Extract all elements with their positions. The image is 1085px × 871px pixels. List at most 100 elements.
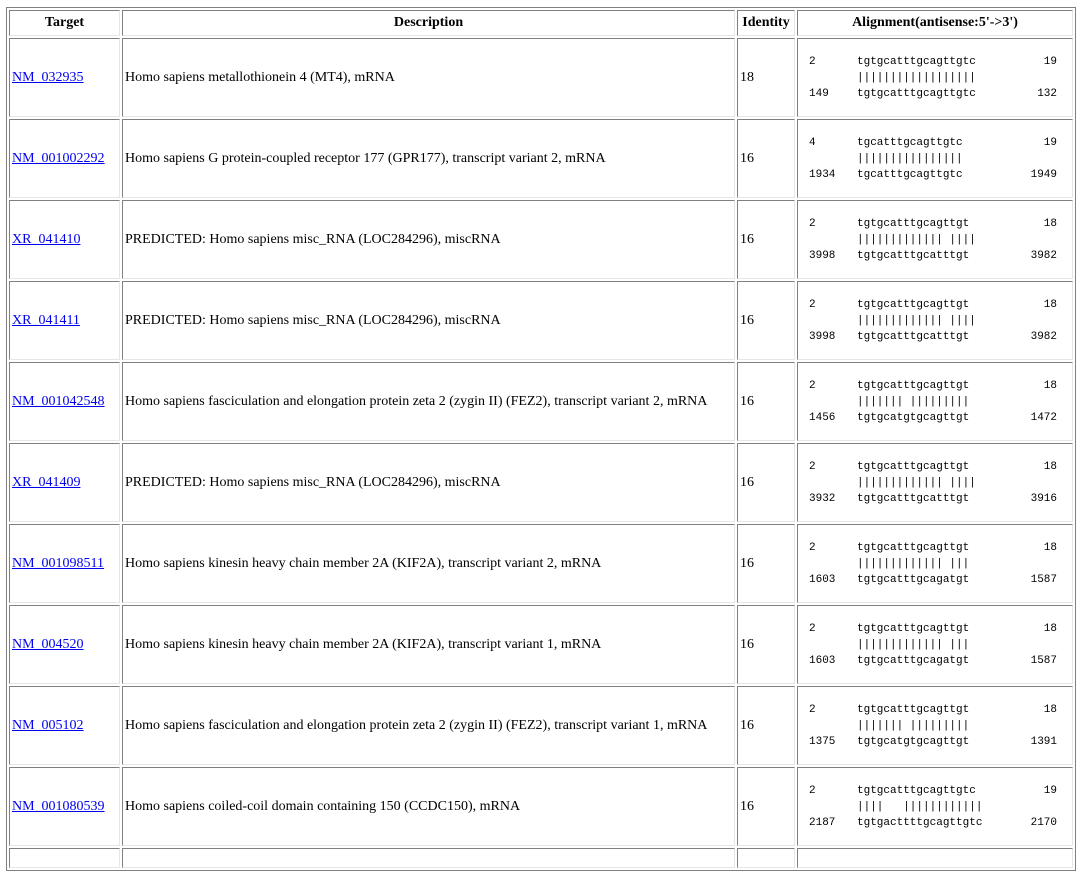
subject-start: 1934 bbox=[809, 168, 836, 181]
target-link[interactable]: NM_001098511 bbox=[12, 555, 105, 571]
subject-end: 3982 bbox=[1030, 330, 1057, 343]
table-row: XR_041410 PREDICTED: Homo sapiens misc_RN… bbox=[9, 200, 1073, 279]
query-end: 18 bbox=[1043, 622, 1057, 635]
match-bars: ||||||||||||| ||| bbox=[857, 638, 970, 651]
subject-sequence: tgtgcatttgcagttgtc bbox=[857, 87, 976, 100]
target-link[interactable]: NM_005102 bbox=[12, 717, 84, 733]
query-sequence: tgtgcatttgcagttgt bbox=[857, 379, 970, 392]
query-line: 4 tgcatttgcagttgtc 19 bbox=[809, 135, 1070, 151]
query-sequence: tgtgcatttgcagttgtc bbox=[857, 784, 976, 797]
subject-sequence: tgtgcatgtgcagttgt bbox=[857, 735, 970, 748]
identity-cell: 16 bbox=[737, 362, 795, 441]
match-line: ||||||| ||||||||| bbox=[809, 394, 1070, 410]
alignment-block: 2 tgtgcatttgcagttgt 18 ||||||||||||| |||| 39… bbox=[800, 459, 1070, 507]
subject-end: 3916 bbox=[1030, 492, 1057, 505]
identity-cell: 16 bbox=[737, 443, 795, 522]
query-line: 2 tgtgcatttgcagttgt 18 bbox=[809, 216, 1070, 232]
query-start: 2 bbox=[809, 217, 816, 230]
table-row: NM_005102 Homo sapiens fasciculation and … bbox=[9, 686, 1073, 765]
query-line: 2 tgtgcatttgcagttgtc 19 bbox=[809, 54, 1070, 70]
subject-line: 149 tgtgcatttgcagttgtc 132 bbox=[809, 86, 1070, 102]
header-alignment: Alignment(antisense:5'->3') bbox=[797, 10, 1073, 36]
subject-sequence: tgtgacttttgcagttgtc bbox=[857, 816, 983, 829]
table-row-partial bbox=[9, 848, 1073, 868]
subject-sequence: tgtgcatttgcagatgt bbox=[857, 654, 970, 667]
match-bars: |||||||||||||||||| bbox=[857, 71, 976, 84]
subject-start: 149 bbox=[809, 87, 829, 100]
table-row: NM_001002292 Homo sapiens G protein-coupl… bbox=[9, 119, 1073, 198]
description-cell: Homo sapiens kinesin heavy chain member … bbox=[122, 605, 735, 684]
match-line: |||| |||||||||||| bbox=[809, 799, 1070, 815]
target-cell: NM_004520 bbox=[9, 605, 120, 684]
subject-sequence: tgtgcatttgcatttgt bbox=[857, 330, 970, 343]
match-line: ||||||||||||| |||| bbox=[809, 313, 1070, 329]
alignment-block: 2 tgtgcatttgcagttgtc 19 |||||||||||||||||| 1… bbox=[800, 54, 1070, 102]
subject-start: 3998 bbox=[809, 330, 836, 343]
target-link[interactable]: NM_001002292 bbox=[12, 150, 105, 166]
target-link[interactable]: NM_004520 bbox=[12, 636, 84, 652]
target-cell: NM_005102 bbox=[9, 686, 120, 765]
results-table: Target Description Identity Alignment(an… bbox=[6, 7, 1076, 871]
subject-end: 1472 bbox=[1030, 411, 1057, 424]
alignment-cell: 2 tgtgcatttgcagttgt 18 ||||||| ||||||||| 145… bbox=[797, 362, 1073, 441]
description-cell: PREDICTED: Homo sapiens misc_RNA (LOC284… bbox=[122, 281, 735, 360]
query-end: 19 bbox=[1043, 55, 1057, 68]
target-cell: NM_001098511 bbox=[9, 524, 120, 603]
match-line: ||||||||||||| |||| bbox=[809, 475, 1070, 491]
query-sequence: tgtgcatttgcagttgtc bbox=[857, 55, 976, 68]
target-cell: XR_041410 bbox=[9, 200, 120, 279]
identity-cell: 16 bbox=[737, 686, 795, 765]
empty-cell bbox=[737, 848, 795, 868]
target-link[interactable]: NM_032935 bbox=[12, 69, 84, 85]
match-line: ||||||||||||| ||| bbox=[809, 637, 1070, 653]
subject-sequence: tgcatttgcagttgtc bbox=[857, 168, 963, 181]
identity-cell: 18 bbox=[737, 38, 795, 117]
subject-line: 2187 tgtgacttttgcagttgtc 2170 bbox=[809, 815, 1070, 831]
query-sequence: tgtgcatttgcagttgt bbox=[857, 460, 970, 473]
description-cell: Homo sapiens G protein-coupled receptor … bbox=[122, 119, 735, 198]
subject-end: 3982 bbox=[1030, 249, 1057, 262]
alignment-cell: 2 tgtgcatttgcagttgt 18 ||||||||||||| |||| 39… bbox=[797, 281, 1073, 360]
subject-line: 1603 tgtgcatttgcagatgt 1587 bbox=[809, 572, 1070, 588]
query-end: 18 bbox=[1043, 217, 1057, 230]
table-row: NM_001042548 Homo sapiens fasciculation a… bbox=[9, 362, 1073, 441]
empty-cell bbox=[797, 848, 1073, 868]
table-row: NM_032935 Homo sapiens metallothionein 4 … bbox=[9, 38, 1073, 117]
empty-cell bbox=[9, 848, 120, 868]
target-link[interactable]: NM_001042548 bbox=[12, 393, 105, 409]
target-link[interactable]: XR_041409 bbox=[12, 474, 81, 490]
subject-end: 1949 bbox=[1030, 168, 1057, 181]
target-link[interactable]: XR_041411 bbox=[12, 312, 80, 328]
query-end: 19 bbox=[1043, 784, 1057, 797]
description-cell: PREDICTED: Homo sapiens misc_RNA (LOC284… bbox=[122, 200, 735, 279]
subject-line: 1603 tgtgcatttgcagatgt 1587 bbox=[809, 653, 1070, 669]
identity-cell: 16 bbox=[737, 200, 795, 279]
alignment-block: 2 tgtgcatttgcagttgt 18 ||||||| ||||||||| 145… bbox=[800, 378, 1070, 426]
table-row: NM_001098511 Homo sapiens kinesin heavy c… bbox=[9, 524, 1073, 603]
header-description: Description bbox=[122, 10, 735, 36]
alignment-block: 2 tgtgcatttgcagttgtc 19 |||| |||||||||||| 21… bbox=[800, 783, 1070, 831]
query-sequence: tgtgcatttgcagttgt bbox=[857, 622, 970, 635]
alignment-cell: 2 tgtgcatttgcagttgt 18 ||||||||||||| |||| 39… bbox=[797, 443, 1073, 522]
subject-sequence: tgtgcatttgcatttgt bbox=[857, 492, 970, 505]
target-link[interactable]: XR_041410 bbox=[12, 231, 81, 247]
empty-cell bbox=[122, 848, 735, 868]
identity-cell: 16 bbox=[737, 524, 795, 603]
match-bars: ||||||||||||| ||| bbox=[857, 557, 970, 570]
alignment-cell: 2 tgtgcatttgcagttgtc 19 |||||||||||||||||| 1… bbox=[797, 38, 1073, 117]
query-start: 2 bbox=[809, 541, 816, 554]
subject-line: 3932 tgtgcatttgcatttgt 3916 bbox=[809, 491, 1070, 507]
subject-start: 2187 bbox=[809, 816, 836, 829]
subject-end: 1391 bbox=[1030, 735, 1057, 748]
target-link[interactable]: NM_001080539 bbox=[12, 798, 105, 814]
alignment-cell: 2 tgtgcatttgcagttgt 18 ||||||||||||| |||| 39… bbox=[797, 200, 1073, 279]
target-cell: XR_041409 bbox=[9, 443, 120, 522]
subject-line: 1934 tgcatttgcagttgtc 1949 bbox=[809, 167, 1070, 183]
query-end: 18 bbox=[1043, 703, 1057, 716]
alignment-cell: 2 tgtgcatttgcagttgt 18 ||||||||||||| ||| 160… bbox=[797, 605, 1073, 684]
description-cell: Homo sapiens fasciculation and elongatio… bbox=[122, 686, 735, 765]
table-row: XR_041411 PREDICTED: Homo sapiens misc_RN… bbox=[9, 281, 1073, 360]
alignment-block: 2 tgtgcatttgcagttgt 18 ||||||| ||||||||| 137… bbox=[800, 702, 1070, 750]
match-bars: ||||||| ||||||||| bbox=[857, 719, 970, 732]
